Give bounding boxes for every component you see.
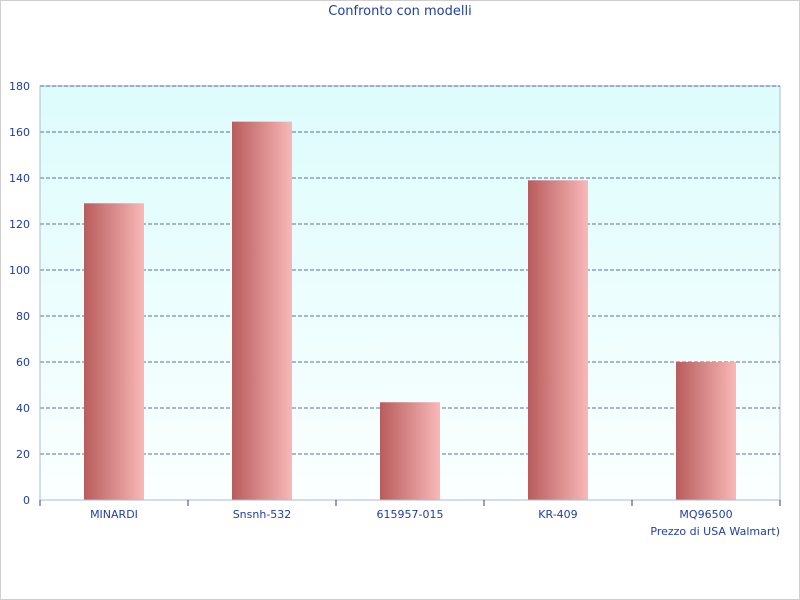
bar: [528, 180, 588, 501]
y-tick-label: 100: [9, 264, 30, 277]
y-tick-label: 160: [9, 126, 30, 139]
bar: [380, 402, 440, 500]
y-tick-label: 80: [16, 310, 30, 323]
x-tick-label: 615957-015: [377, 508, 444, 521]
y-tick-label: 40: [16, 402, 30, 415]
y-tick-label: 60: [16, 356, 30, 369]
x-tick-label: MINARDI: [90, 508, 138, 521]
gridlines: [40, 85, 780, 455]
y-tick-label: 0: [23, 494, 30, 507]
x-tick-label: MQ96500: [679, 508, 732, 521]
x-axis-title: Prezzo di USA Walmart): [650, 525, 780, 538]
y-tick-label: 20: [16, 448, 30, 461]
x-tick-label: Snsnh-532: [233, 508, 292, 521]
tick-labels: 0 20 40 60 80 100 120 140 160 180 MINARDI Snsnh-532…: [9, 80, 733, 521]
bar: [232, 121, 292, 501]
y-tick-label: 140: [9, 172, 30, 185]
bar: [676, 362, 736, 500]
axes: [39, 86, 781, 506]
y-tick-label: 180: [9, 80, 30, 93]
bars: [84, 121, 736, 501]
x-tick-label: KR-409: [538, 508, 577, 521]
bar: [84, 203, 144, 501]
y-tick-label: 120: [9, 218, 30, 231]
chart-title: Confronto con modelli: [328, 4, 472, 19]
